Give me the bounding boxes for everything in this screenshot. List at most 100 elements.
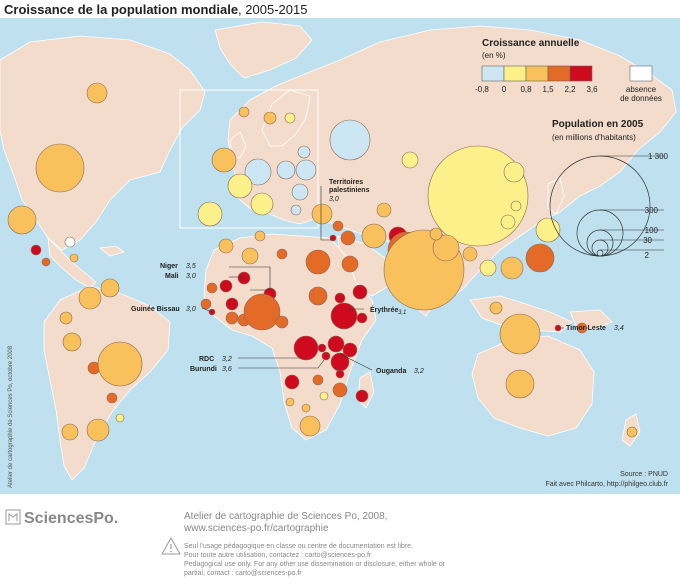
software-credit: Fait avec Philcarto, http://philgeo.club…: [545, 481, 668, 488]
circle-greece: [290, 204, 302, 216]
annotation-ouganda-value: 3,2: [414, 368, 424, 375]
circle-colombia: [78, 286, 102, 310]
circle-russia: [329, 119, 371, 161]
circle-australia: [505, 369, 535, 399]
circle-brazil: [97, 341, 143, 387]
circle-tanzania: [330, 352, 350, 372]
legend-break-6: 3,6: [586, 85, 598, 94]
logo-emblem: [5, 509, 21, 525]
legend-population-1300: 1 300: [648, 152, 669, 161]
legend-population-30: 30: [643, 236, 652, 245]
circle-venezuela: [100, 278, 120, 298]
logo-text: SciencesPo.: [24, 510, 118, 527]
circle-ivory-coast: [225, 311, 239, 325]
circle-palestine: [329, 234, 337, 242]
footer-notice-4: partial, contact : carto@sciences-po.fr: [184, 570, 302, 577]
circle-belarus: [297, 145, 311, 159]
legend-break-3: 0,8: [520, 85, 532, 94]
circle-guatemala: [30, 244, 42, 256]
legend-break-5: 2,2: [564, 85, 576, 94]
circle-norway: [238, 106, 250, 118]
annotation-erythree: Érythrée: [370, 305, 399, 314]
circle-finland: [284, 112, 296, 124]
annotation-timor-leste-value: 3,4: [614, 325, 624, 332]
annotation-territoires-2: palestiniens: [329, 187, 370, 194]
annotation-mali-value: 3,0: [186, 273, 196, 280]
circle-iraq: [340, 230, 356, 246]
circle-myanmar: [462, 246, 478, 262]
annotation-ouganda: Ouganda: [376, 368, 406, 375]
circle-south-africa: [299, 415, 321, 437]
circle-germany: [244, 158, 272, 186]
circle-mexico: [7, 205, 37, 235]
land-north-america: [0, 35, 206, 251]
annotation-timor-leste: Timor-Leste: [566, 325, 606, 332]
circle-thailand: [479, 259, 497, 277]
circle-peru: [62, 332, 82, 352]
annotation-erythree-value: 3,1: [398, 310, 406, 316]
legend-population-2: 2: [645, 251, 650, 260]
circle-malawi: [335, 369, 345, 379]
annotation-guinee-bissau: Guinée Bissau: [131, 306, 180, 313]
legend-swatch-5: [569, 65, 593, 82]
source-credit: Source : PNUD: [620, 471, 668, 478]
legend-population-300: 300: [645, 206, 659, 215]
legend-break-2: 0: [502, 85, 507, 94]
circle-senegal: [200, 298, 212, 310]
legend-population-100: 100: [645, 226, 659, 235]
circle-kenya: [342, 342, 358, 358]
legend-population-title: Population en 2005: [552, 119, 644, 130]
circle-ecuador: [59, 311, 73, 325]
circle-taiwan: [503, 161, 525, 183]
circle-romania: [291, 183, 309, 201]
circle-mali: [219, 279, 233, 293]
circle-eritrea: [334, 292, 346, 304]
annotation-territoires-1: Territoires: [329, 179, 363, 186]
annotation-burundi: Burundi: [190, 366, 217, 373]
footer: SciencesPo. Atelier de cartographie de S…: [0, 494, 680, 580]
legend-growth: Croissance annuelle (en %) -0,8 0 0,8 1,…: [475, 38, 662, 103]
map-title: Croissance de la population mondiale, 20…: [4, 2, 307, 17]
circle-uzbekistan: [376, 202, 392, 218]
circle-morocco: [218, 238, 234, 254]
annotation-niger: Niger: [160, 263, 178, 270]
legend-population: Population en 2005 (en millions d'habita…: [549, 119, 669, 260]
circle-japan: [525, 243, 555, 273]
circle-zambia: [312, 374, 324, 386]
annotation-labels: Territoires palestiniens 3,0 Niger 3,5 M…: [131, 179, 624, 375]
circle-haiti: [69, 253, 79, 263]
legend-swatch-1: [481, 65, 505, 82]
circle-zimbabwe: [319, 391, 329, 401]
circle-argentina: [86, 418, 110, 442]
circle-egypt: [305, 249, 331, 275]
circle-sudan: [308, 286, 328, 306]
footer-notice-1: Seul l'usage pédagogique en classe ou ce…: [184, 543, 413, 550]
circle-png: [576, 322, 588, 334]
circle-uruguay: [115, 413, 125, 423]
circle-indonesia: [499, 313, 541, 355]
circle-philippines: [535, 217, 561, 243]
circle-botswana: [301, 403, 311, 413]
warning-icon: [161, 536, 181, 555]
circle-rwanda: [317, 343, 327, 353]
circle-burundi: [321, 351, 331, 361]
circle-chile: [61, 423, 79, 441]
title-main: Croissance de la population mondiale: [4, 2, 239, 17]
legend-swatch-2: [503, 65, 527, 82]
circle-china: [427, 145, 529, 247]
annotation-burundi-value: 3,6: [222, 366, 232, 373]
circle-italy: [250, 192, 274, 216]
circle-uganda: [327, 335, 345, 353]
circle-sweden: [263, 111, 277, 125]
side-credit: Atelier de cartographie de Sciences Po, …: [8, 345, 14, 488]
legend-break-1: -0,8: [475, 85, 489, 94]
world-map: Territoires palestiniens 3,0 Niger 3,5 M…: [0, 18, 680, 494]
circle-somalia: [356, 312, 368, 324]
circle-iran: [361, 223, 387, 249]
circle-mozambique: [332, 382, 348, 398]
legend-break-4: 1,5: [542, 85, 554, 94]
legend-no-data-1: absence: [626, 85, 657, 94]
legend-swatch-4: [547, 65, 571, 82]
circle-namibia: [285, 397, 295, 407]
annotation-mali: Mali: [165, 273, 179, 280]
